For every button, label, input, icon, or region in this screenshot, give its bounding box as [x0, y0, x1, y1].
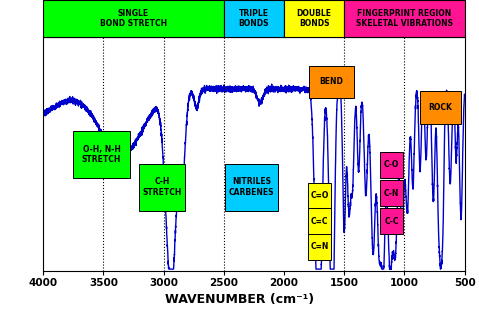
Text: C-N: C-N	[384, 188, 399, 197]
Bar	[139, 164, 185, 211]
Bar	[225, 164, 278, 211]
Text: C=C: C=C	[311, 217, 328, 226]
Bar	[73, 131, 130, 178]
Text: ROCK: ROCK	[429, 103, 453, 112]
Text: C-C: C-C	[385, 217, 399, 226]
Bar	[308, 208, 331, 234]
Text: FINGERPRINT REGION
SKELETAL VIBRATIONS: FINGERPRINT REGION SKELETAL VIBRATIONS	[356, 9, 453, 28]
Text: C-O: C-O	[384, 160, 399, 169]
Text: DOUBLE
BONDS: DOUBLE BONDS	[297, 9, 331, 28]
Text: NITRILES
CARBENES: NITRILES CARBENES	[228, 178, 274, 197]
Text: BEND: BEND	[319, 77, 343, 86]
Text: O-H, N-H
STRETCH: O-H, N-H STRETCH	[82, 145, 121, 164]
Text: C-H
STRETCH: C-H STRETCH	[143, 178, 182, 197]
Bar	[380, 152, 403, 178]
Text: SINGLE
BOND STRETCH: SINGLE BOND STRETCH	[100, 9, 167, 28]
Bar	[308, 234, 331, 260]
Bar	[420, 91, 461, 124]
Text: C=N: C=N	[310, 242, 329, 251]
Bar	[380, 180, 403, 206]
Text: C=O: C=O	[310, 191, 329, 200]
Text: TRIPLE
BONDS: TRIPLE BONDS	[239, 9, 269, 28]
Bar	[380, 208, 403, 234]
Bar	[308, 183, 331, 208]
Bar	[309, 66, 354, 98]
Text: WAVENUMBER (cm⁻¹): WAVENUMBER (cm⁻¹)	[165, 293, 314, 306]
